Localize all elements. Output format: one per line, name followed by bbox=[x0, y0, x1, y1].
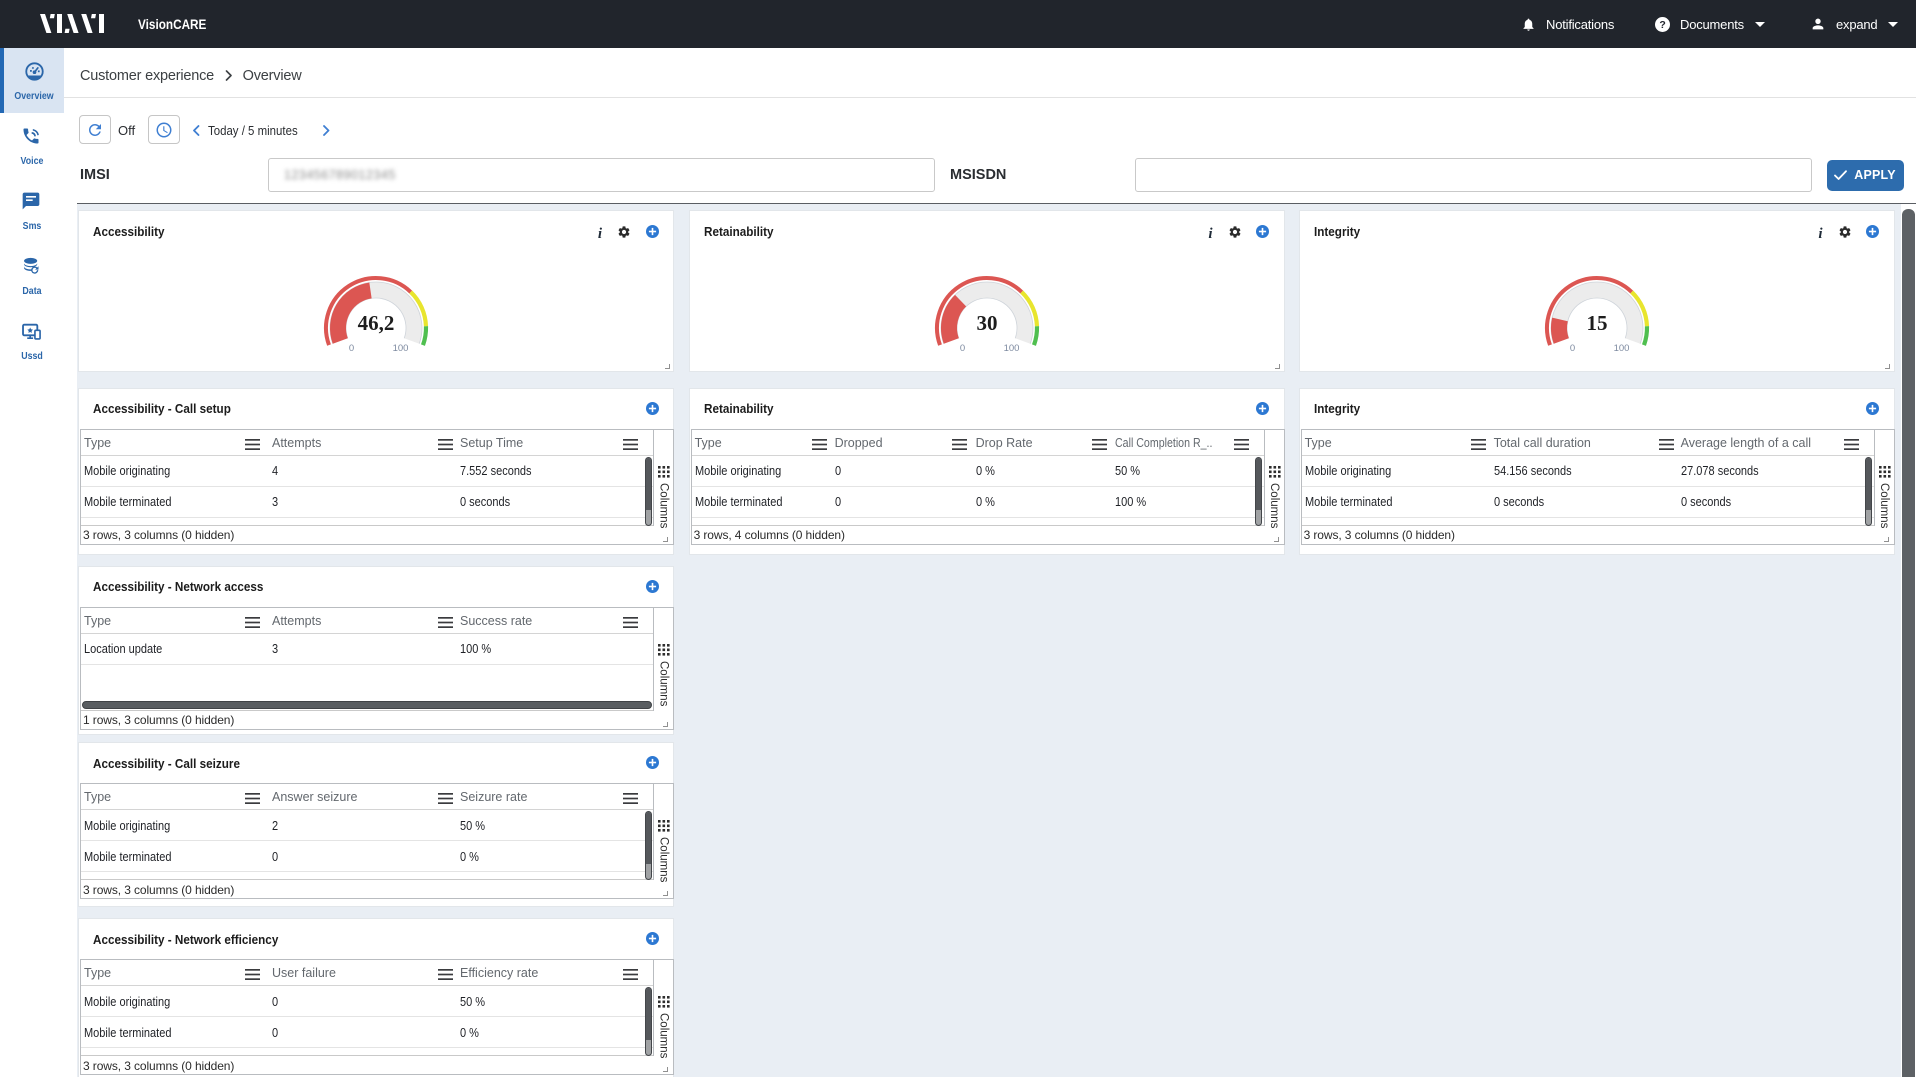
svg-text:15: 15 bbox=[1586, 311, 1607, 335]
svg-text:100: 100 bbox=[1613, 343, 1629, 354]
svg-text:100: 100 bbox=[393, 343, 409, 354]
svg-text:46,2: 46,2 bbox=[358, 311, 395, 335]
svg-text:0: 0 bbox=[1569, 343, 1574, 354]
svg-text:?: ? bbox=[1659, 19, 1665, 31]
svg-text:0: 0 bbox=[349, 343, 354, 354]
svg-text:30: 30 bbox=[976, 311, 997, 335]
svg-text:0: 0 bbox=[959, 343, 964, 354]
svg-text:100: 100 bbox=[1003, 343, 1019, 354]
